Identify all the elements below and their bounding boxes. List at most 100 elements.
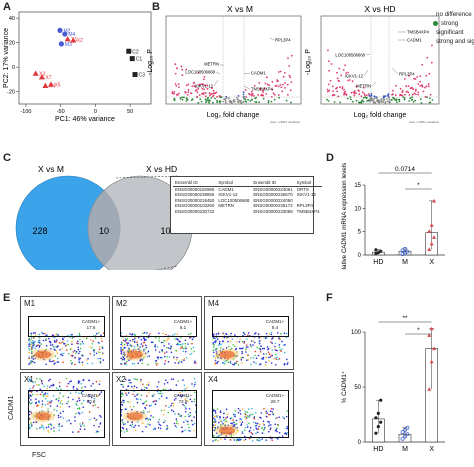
density-dot <box>265 410 267 413</box>
density-dot <box>263 347 265 350</box>
volcano-dot <box>421 86 424 88</box>
density-dot <box>172 334 174 336</box>
volcano-dot <box>417 83 420 85</box>
density-dot <box>217 427 219 429</box>
y-axis-label: Relative CADM1 mRNA expression levels <box>341 163 348 270</box>
density-dot <box>265 337 268 339</box>
volcano-right-title: X vs HD <box>364 4 395 14</box>
density-dot <box>229 340 232 342</box>
volcano-dot <box>428 85 430 88</box>
density-dot <box>96 430 98 433</box>
density-dot <box>285 427 287 430</box>
pca-point-label: C1 <box>136 57 143 63</box>
density-dot <box>62 341 64 343</box>
density-dot <box>81 423 84 425</box>
volcano-dot <box>414 90 417 92</box>
density-dot <box>78 399 81 402</box>
density-dot <box>167 337 170 340</box>
density-dot <box>34 340 36 343</box>
density-dot <box>32 387 34 389</box>
data-point <box>427 333 432 337</box>
data-point <box>403 246 408 251</box>
volcano-dot <box>234 100 236 103</box>
density-dot <box>46 385 49 387</box>
density-dot <box>262 420 265 423</box>
volcano-dot <box>382 98 385 101</box>
volcano-dot <box>388 100 391 103</box>
volcano-dot <box>368 94 371 97</box>
density-dot <box>254 350 257 353</box>
density-dot <box>34 347 37 350</box>
density-dot <box>162 341 164 344</box>
density-dot <box>47 400 49 403</box>
pca-ytick-label: 40 <box>9 16 15 22</box>
volcano-dot <box>408 75 410 77</box>
density-dot <box>81 364 84 366</box>
density-dot <box>259 340 261 342</box>
legend-label: strong <box>441 20 459 27</box>
density-dot <box>186 396 188 398</box>
density-dot <box>176 422 178 425</box>
density-dot <box>71 340 73 343</box>
density-dot <box>188 415 190 418</box>
density-dot <box>227 361 230 364</box>
density-dot <box>180 361 183 363</box>
density-dot <box>274 345 276 348</box>
density-dot <box>96 395 99 397</box>
density-dot <box>75 412 77 415</box>
density-dot <box>79 350 81 353</box>
density-dot <box>160 341 163 344</box>
density-dot <box>243 342 245 344</box>
density-dot <box>134 429 137 432</box>
density-dot <box>281 348 283 350</box>
density-dot <box>271 342 273 344</box>
density-dot <box>122 339 125 342</box>
density-dot <box>213 434 215 437</box>
density-dot <box>69 392 72 394</box>
volcano-dot <box>197 87 200 90</box>
density-dot <box>253 417 255 420</box>
volcano-dot <box>351 80 354 83</box>
volcano-dot <box>171 91 174 94</box>
cadm1-gate <box>212 315 289 337</box>
density-dot <box>135 386 138 389</box>
density-dot <box>249 427 252 429</box>
volcano-dot <box>372 99 375 101</box>
volcano-dot <box>328 69 330 72</box>
density-dot <box>190 352 193 355</box>
density-dot <box>123 431 125 433</box>
density-dot <box>274 357 277 359</box>
density-dot <box>185 357 188 359</box>
density-dot <box>131 340 134 342</box>
volcano-dot <box>326 90 329 93</box>
volcano-left-frame <box>165 15 302 105</box>
density-dot <box>241 362 243 364</box>
density-dot <box>158 351 161 353</box>
density-dot <box>101 347 104 349</box>
density-dot <box>67 396 70 399</box>
volcano-dot <box>174 63 177 66</box>
data-point <box>374 431 378 435</box>
density-dot <box>122 358 124 361</box>
volcano-dot <box>350 91 353 94</box>
density-halo <box>31 348 55 361</box>
volcano-dot <box>197 71 200 74</box>
density-dot <box>253 416 256 418</box>
density-dot <box>268 425 270 427</box>
density-dot <box>222 423 224 425</box>
volcano-dot <box>199 98 202 101</box>
volcano-dot <box>185 100 188 102</box>
density-dot <box>99 393 101 395</box>
volcano-dot <box>204 95 207 98</box>
density-dot <box>284 343 286 346</box>
density-dot <box>156 346 159 348</box>
volcano-dot <box>276 79 279 81</box>
density-dot <box>38 400 40 402</box>
density-dot <box>240 357 242 360</box>
density-dot <box>69 334 72 336</box>
density-dot <box>191 342 193 345</box>
pca-point-label: X3 <box>39 71 45 77</box>
density-dot <box>145 404 148 406</box>
density-dot <box>219 347 222 349</box>
